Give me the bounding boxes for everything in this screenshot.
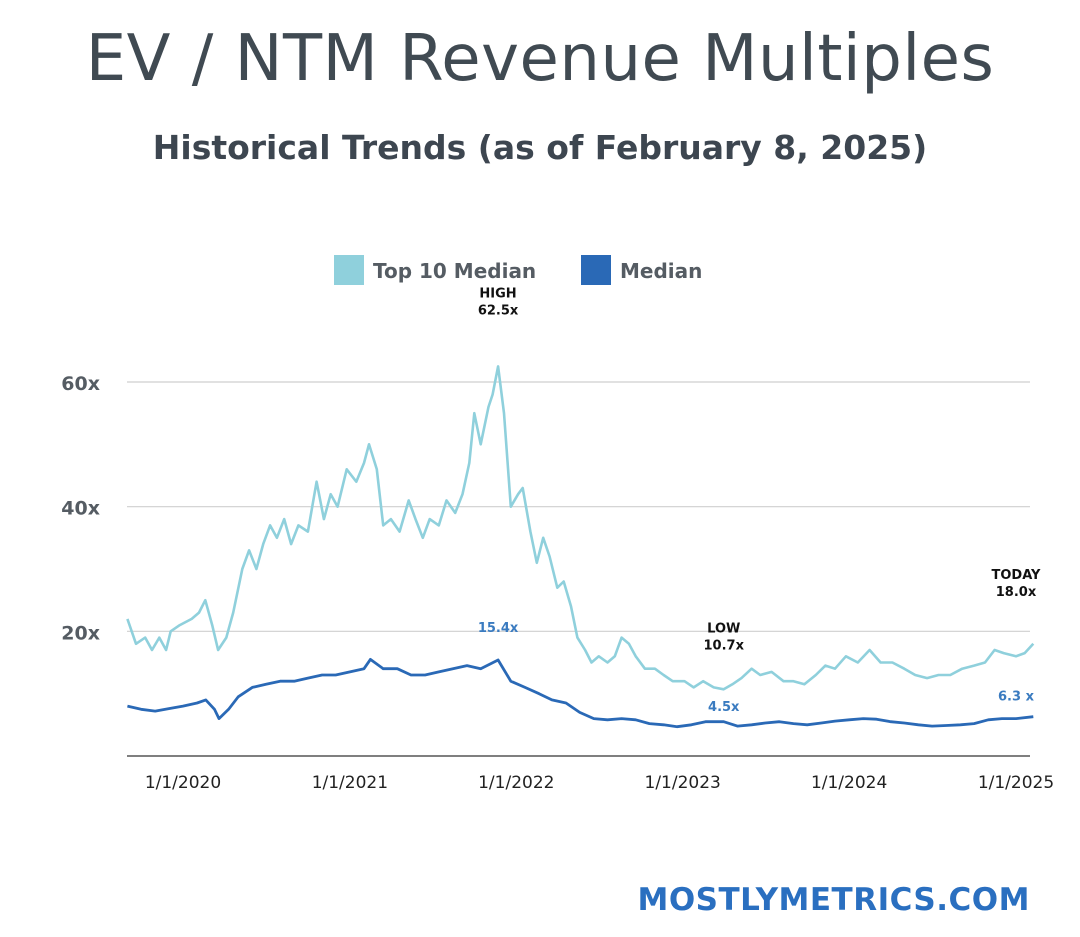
y-tick-label: 60x [61,373,100,395]
legend-swatch-0 [334,255,364,285]
y-tick-label: 20x [61,622,100,644]
x-axis-labels: 1/1/2020 1/1/2021 1/1/2022 1/1/2023 1/1/2024… [145,773,1054,793]
series-line-median [127,658,1034,729]
series-lines [126,365,1035,729]
x-tick-label: 1/1/2024 [811,773,887,793]
y-axis-labels: 20x 40x 60x [61,373,100,644]
legend-label-1: Median [620,259,702,283]
legend-swatch-1 [581,255,611,285]
x-tick-label: 1/1/2021 [312,773,388,793]
page-title: EV / NTM Revenue Multiples [85,22,995,96]
x-tick-label: 1/1/2025 [978,773,1054,793]
annotation-label: LOW [707,621,740,636]
x-tick-label: 1/1/2020 [145,773,221,793]
page-subtitle: Historical Trends (as of February 8, 202… [152,128,928,167]
annotation-label: TODAY [992,568,1042,583]
grid-lines [127,381,1030,757]
annotation-label: 62.5x [478,303,519,318]
y-tick-label: 40x [61,498,100,520]
annotation-label: 10.7x [704,638,745,653]
annotation-label: 18.0x [996,585,1037,600]
annotation-label: 4.5x [708,700,740,715]
series-line-top10-median [126,365,1035,691]
legend: Top 10 Median Median [334,255,702,285]
x-tick-label: 1/1/2023 [645,773,721,793]
x-tick-label: 1/1/2022 [478,773,554,793]
annotation-label: 15.4x [478,621,519,636]
legend-label-0: Top 10 Median [373,259,536,283]
annotation-label: HIGH [479,286,516,301]
footer-brand: MOSTLYMETRICS.COM [637,882,1030,918]
annotation-label: 6.3 x [998,690,1035,705]
annotations: HIGH 62.5x 15.4x LOW 10.7x 4.5x TODAY 18.0x 6.3 … [478,286,1041,715]
